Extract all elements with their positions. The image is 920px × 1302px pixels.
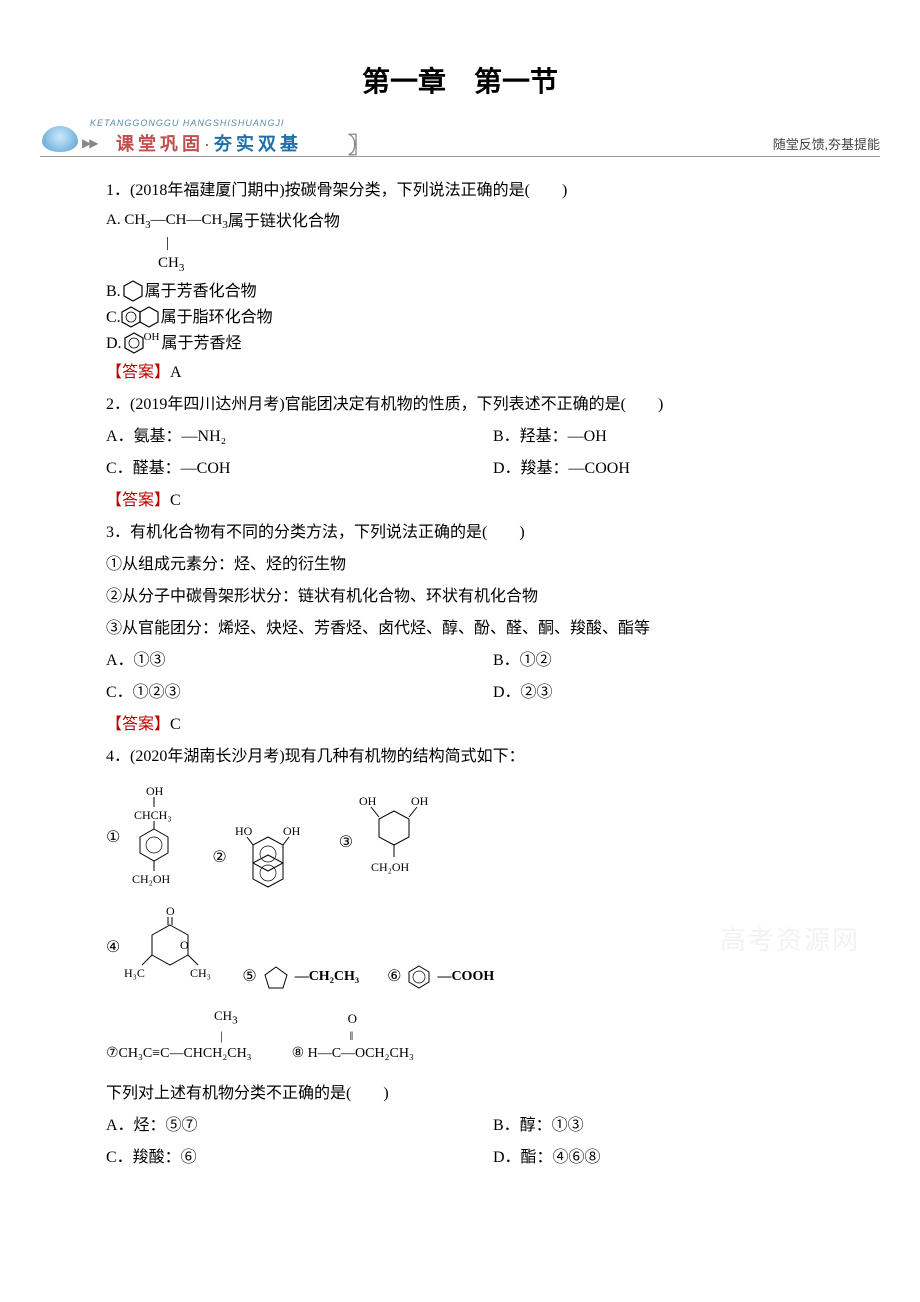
svg-text:OH: OH <box>283 824 301 838</box>
q4-C: C．羧酸：⑥ <box>106 1142 493 1174</box>
banner-icon <box>42 126 78 152</box>
benzene-icon <box>405 963 433 991</box>
structure-2-icon: HO OH <box>231 823 311 893</box>
q3-l3: ③从官能团分：烯烃、炔烃、芳香烃、卤代烃、醇、酚、醛、酮、羧酸、酯等 <box>106 613 880 645</box>
q4-ask: 下列对上述有机物分类不正确的是( ) <box>106 1078 880 1110</box>
section-banner: KETANGGONGGU HANGSHISHUANGJI ▶▶ 课堂巩固·夯实双… <box>40 120 880 157</box>
pentagon-icon <box>261 963 291 991</box>
banner-arrows: ▶▶ <box>82 136 96 151</box>
q3-answer: 【答案】C <box>106 709 880 741</box>
q4-s7: CH3 | ⑦CH₃C≡C—CHCH₂CH₃ <box>106 1003 252 1067</box>
q4-s6: ⑥ —COOH <box>387 961 494 993</box>
q1-optC: C. 属于脂环化合物 <box>106 305 880 329</box>
q4-D: D．酯：④⑥⑧ <box>493 1142 880 1174</box>
banner-right: 随堂反馈,夯基提能 <box>773 134 880 153</box>
q2-options: A．氨基：—NH₂ B．羟基：—OH C．醛基：—COH D．羧基：—COOH <box>106 421 880 485</box>
svg-text:O: O <box>180 938 189 952</box>
q1-optD: D. OH 属于芳香烃 <box>106 331 880 355</box>
q3-l1: ①从组成元素分：烃、烃的衍生物 <box>106 549 880 581</box>
q1-answer: 【答案】A <box>106 357 880 389</box>
q3-A: A．①③ <box>106 645 493 677</box>
svg-text:OH: OH <box>146 784 164 798</box>
q3-stem: 3．有机化合物有不同的分类方法，下列说法正确的是( ) <box>106 517 880 549</box>
structure-1-icon: OH CHCH₃ CH₂OH <box>124 783 184 893</box>
q2-A: A．氨基：—NH₂ <box>106 421 493 453</box>
banner-pinyin: KETANGGONGGU HANGSHISHUANGJI <box>90 118 284 128</box>
svg-text:H₃C: H₃C <box>124 966 145 980</box>
svg-text:CH₂OH: CH₂OH <box>132 872 171 886</box>
q4-A: A．烃：⑤⑦ <box>106 1110 493 1142</box>
svg-text:HO: HO <box>235 824 253 838</box>
svg-text:OH: OH <box>411 794 429 808</box>
q4-stem: 4．(2020年湖南长沙月考)现有几种有机物的结构简式如下： <box>106 741 880 773</box>
q1-optA-tail: 属于链状化合物 <box>228 212 340 231</box>
q2-answer: 【答案】C <box>106 485 880 517</box>
banner-label: 课堂巩固·夯实双基 <box>110 130 308 152</box>
q3-D: D．②③ <box>493 677 880 709</box>
q3-options: A．①③ B．①② C．①②③ D．②③ <box>106 645 880 709</box>
svg-text:OH: OH <box>359 794 377 808</box>
benzene-icon <box>122 331 146 355</box>
q4-s1: ① OH CHCH₃ CH₂OH <box>106 783 184 893</box>
banner-label-a: 课堂巩固 <box>116 134 204 154</box>
q4-s8: O ‖ ⑧ H—C—OCH₂CH₃ <box>292 1006 414 1068</box>
q1-optA: A. CH3—CH—CH3 属于链状化合物 | CH3 <box>106 211 880 275</box>
banner-label-b: 夯实双基 <box>214 134 302 154</box>
q4-options: A．烃：⑤⑦ B．醇：①③ C．羧酸：⑥ D．酯：④⑥⑧ <box>106 1110 880 1174</box>
q2-stem: 2．(2019年四川达州月考)官能团决定有机物的性质，下列表述不正确的是( ) <box>106 389 880 421</box>
q4-structs-row1: ① OH CHCH₃ CH₂OH ② HO OH <box>106 783 880 893</box>
svg-text:CH₂OH: CH₂OH <box>371 860 410 874</box>
q1-stem: 1．(2018年福建厦门期中)按碳骨架分类，下列说法正确的是( ) <box>106 175 880 207</box>
content: 1．(2018年福建厦门期中)按碳骨架分类，下列说法正确的是( ) A. CH3… <box>40 175 880 1174</box>
q3-C: C．①②③ <box>106 677 493 709</box>
q2-B: B．羟基：—OH <box>493 421 880 453</box>
q4-B: B．醇：①③ <box>493 1110 880 1142</box>
q4-s3: ③ OH OH CH₂OH <box>339 793 435 893</box>
q2-C: C．醛基：—COH <box>106 453 493 485</box>
banner-bracket: 〗 <box>348 128 370 160</box>
q4-s2: ② HO OH <box>212 823 310 893</box>
q2-D: D．羧基：—COOH <box>493 453 880 485</box>
q1-optB: B. 属于芳香化合物 <box>106 279 880 303</box>
q4-s5: ⑤ —CH₂CH₃ <box>242 961 359 993</box>
q4-s4: ④ O O H₃C CH₃ <box>106 903 214 993</box>
svg-text:O: O <box>166 904 175 918</box>
structure-3-icon: OH OH CH₂OH <box>357 793 435 893</box>
svg-text:CH₃: CH₃ <box>190 966 211 980</box>
fused-hexagon-icon <box>121 305 161 329</box>
q3-B: B．①② <box>493 645 880 677</box>
q4-structs-row2: ④ O O H₃C CH₃ ⑤ —CH₂CH₃ <box>106 903 880 993</box>
q4-structs-row3: CH3 | ⑦CH₃C≡C—CHCH₂CH₃ O ‖ ⑧ H—C—OCH₂CH₃ <box>106 1003 880 1067</box>
svg-text:CHCH₃: CHCH₃ <box>134 808 172 822</box>
page-title: 第一章 第一节 <box>40 60 880 100</box>
hexagon-icon <box>121 279 145 303</box>
q3-l2: ②从分子中碳骨架形状分：链状有机化合物、环状有机化合物 <box>106 581 880 613</box>
structure-4-icon: O O H₃C CH₃ <box>124 903 214 993</box>
